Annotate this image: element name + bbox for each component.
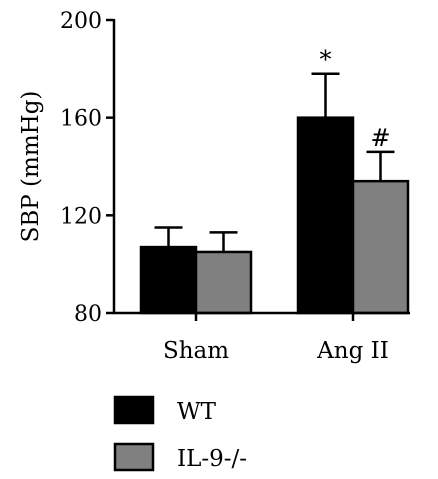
legend-swatch: [113, 395, 155, 425]
x-category-labels: Sham Ang II: [163, 313, 389, 364]
y-tick-label: 160: [60, 107, 102, 132]
y-tick-label: 120: [60, 204, 102, 229]
bar: [351, 179, 410, 315]
x-category-label: Ang II: [316, 338, 389, 364]
bars-layer: *#: [139, 46, 410, 315]
legend-swatch: [113, 442, 155, 472]
legend-label: WT: [177, 399, 217, 425]
axes-layer: [112, 19, 410, 315]
y-tick-label: 80: [74, 302, 102, 327]
legend: WT IL-9-/-: [113, 395, 247, 472]
y-ticks: 80 120 160 200: [60, 9, 114, 327]
y-tick-label: 200: [60, 9, 102, 34]
significance-marker: *: [320, 46, 332, 74]
y-axis-label: SBP (mmHg): [18, 91, 44, 243]
significance-marker: #: [370, 124, 390, 152]
x-category-label: Sham: [163, 338, 229, 364]
bar: [296, 116, 355, 315]
bar: [194, 250, 253, 315]
legend-label: IL-9-/-: [177, 446, 247, 472]
bar: [139, 245, 198, 315]
